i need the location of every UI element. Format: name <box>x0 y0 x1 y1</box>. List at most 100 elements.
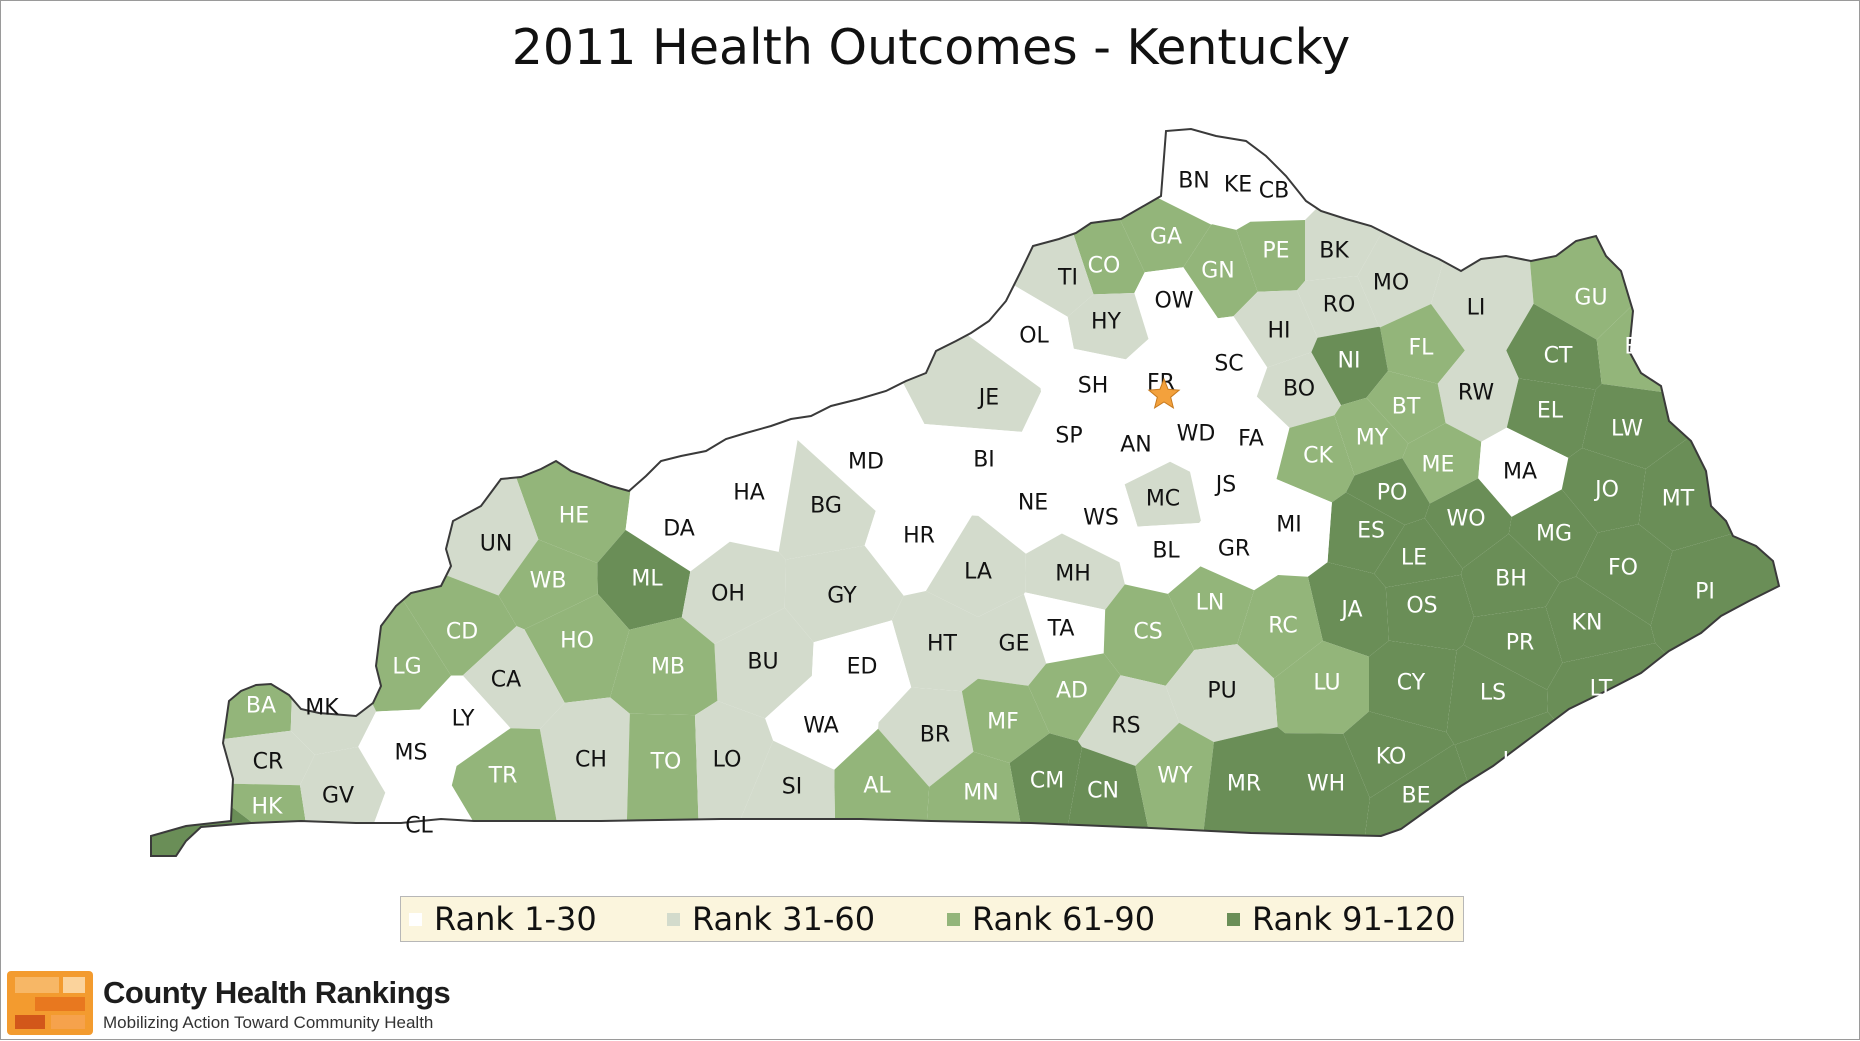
county-label-pr: PR <box>1506 631 1535 656</box>
county-un[interactable] <box>1 1 538 596</box>
county-pi[interactable] <box>1651 496 1860 863</box>
county-label-pu: PU <box>1207 679 1236 704</box>
county-label-wd: WD <box>1177 422 1216 447</box>
county-label-mi: MI <box>1276 513 1301 538</box>
county-label-ba: BA <box>246 694 276 719</box>
county-label-bo: BO <box>1283 377 1315 402</box>
county-label-fl: FL <box>1409 336 1435 361</box>
county-label-al: AL <box>863 774 891 799</box>
county-label-gy: GY <box>827 584 857 609</box>
county-label-wy: WY <box>1157 764 1193 789</box>
legend-item: Rank 31-60 <box>667 897 875 941</box>
legend-label: Rank 1-30 <box>434 900 597 938</box>
county-label-ca: CA <box>491 668 521 693</box>
county-ol[interactable] <box>748 129 1074 388</box>
county-label-jo: JO <box>1593 478 1619 503</box>
county-label-gu: GU <box>1574 286 1607 311</box>
county-label-mc: MC <box>1146 487 1180 512</box>
county-label-ly: LY <box>452 707 475 732</box>
legend-swatch <box>667 913 680 926</box>
legend-label: Rank 91-120 <box>1252 900 1455 938</box>
legend-label: Rank 61-90 <box>972 900 1155 938</box>
county-label-be: BE <box>1402 784 1431 809</box>
county-label-ms: MS <box>395 741 428 766</box>
county-label-je: JE <box>977 386 999 411</box>
county-label-bh: BH <box>1495 567 1527 592</box>
county-label-kn: KN <box>1572 611 1603 636</box>
county-label-to: TO <box>650 750 682 775</box>
county-label-co: CO <box>1088 254 1121 279</box>
legend-item: Rank 1-30 <box>409 897 597 941</box>
county-lt[interactable] <box>1547 643 1860 1041</box>
county-label-rs: RS <box>1111 714 1140 739</box>
county-gu[interactable] <box>1510 1 1860 340</box>
county-cr[interactable] <box>113 731 315 786</box>
county-label-ct: CT <box>1544 344 1573 369</box>
county-label-ge: GE <box>999 632 1030 657</box>
county-label-mb: MB <box>651 655 685 680</box>
county-label-ad: AD <box>1056 679 1088 704</box>
county-label-cy: CY <box>1397 671 1426 696</box>
county-label-ke: KE <box>1224 173 1252 198</box>
county-mt[interactable] <box>1639 370 1860 551</box>
county-label-ta: TA <box>1047 617 1075 642</box>
county-label-hy: HY <box>1091 310 1122 335</box>
county-label-rc: RC <box>1268 614 1298 639</box>
county-label-da: DA <box>663 517 695 542</box>
county-mk[interactable] <box>291 547 376 755</box>
county-label-po: PO <box>1377 481 1408 506</box>
county-label-cl: CL <box>405 814 433 839</box>
county-label-ow: OW <box>1154 289 1193 314</box>
county-label-an: AN <box>1120 433 1152 458</box>
county-label-br: BR <box>920 723 950 748</box>
county-label-cm: CM <box>1030 769 1064 794</box>
county-label-mn: MN <box>963 781 998 806</box>
county-label-bk: BK <box>1319 239 1349 264</box>
county-label-ol: OL <box>1019 324 1049 349</box>
county-label-cb: CB <box>1259 179 1289 204</box>
county-label-fa: FA <box>1238 427 1264 452</box>
county-label-ga: GA <box>1150 225 1182 250</box>
county-gv[interactable] <box>300 747 385 922</box>
county-label-sp: SP <box>1055 424 1082 449</box>
county-label-cs: CS <box>1133 620 1162 645</box>
county-label-ko: KO <box>1376 745 1407 770</box>
county-cb[interactable] <box>1250 1 1514 222</box>
legend-swatch <box>409 913 422 926</box>
county-label-my: MY <box>1356 426 1389 451</box>
county-label-wo: WO <box>1446 507 1485 532</box>
county-label-hi: HI <box>1267 319 1290 344</box>
county-label-bg: BG <box>810 494 842 519</box>
county-label-mt: MT <box>1662 487 1695 512</box>
county-label-fo: FO <box>1608 556 1638 581</box>
county-label-cd: CD <box>446 620 478 645</box>
county-ti[interactable] <box>649 1 1093 317</box>
county-label-ck: CK <box>1303 444 1333 469</box>
county-label-mf: MF <box>987 710 1019 735</box>
county-label-bl: BL <box>1152 539 1180 564</box>
county-label-md: MD <box>848 450 884 475</box>
county-label-hr: HR <box>903 524 935 549</box>
county-label-bu: BU <box>747 650 778 675</box>
county-label-ti: TI <box>1057 266 1078 291</box>
county-label-un: UN <box>480 532 513 557</box>
county-label-hl: HL <box>1503 749 1533 774</box>
county-label-si: SI <box>782 775 802 800</box>
county-label-le: LE <box>1401 546 1427 571</box>
county-label-tr: TR <box>488 764 518 789</box>
county-ha[interactable] <box>595 1 797 552</box>
county-he[interactable] <box>345 1 644 563</box>
county-label-gr: GR <box>1218 537 1250 562</box>
county-label-ed: ED <box>847 655 878 680</box>
county-label-ht: HT <box>927 632 958 657</box>
county-label-hk: HK <box>252 795 284 820</box>
county-label-ha: HA <box>733 481 765 506</box>
county-label-lw: LW <box>1611 417 1643 442</box>
county-label-rw: RW <box>1458 381 1494 406</box>
county-ba[interactable] <box>1 77 297 753</box>
legend-label: Rank 31-60 <box>692 900 875 938</box>
county-label-pi: PI <box>1695 580 1715 605</box>
county-label-js: JS <box>1214 473 1236 498</box>
